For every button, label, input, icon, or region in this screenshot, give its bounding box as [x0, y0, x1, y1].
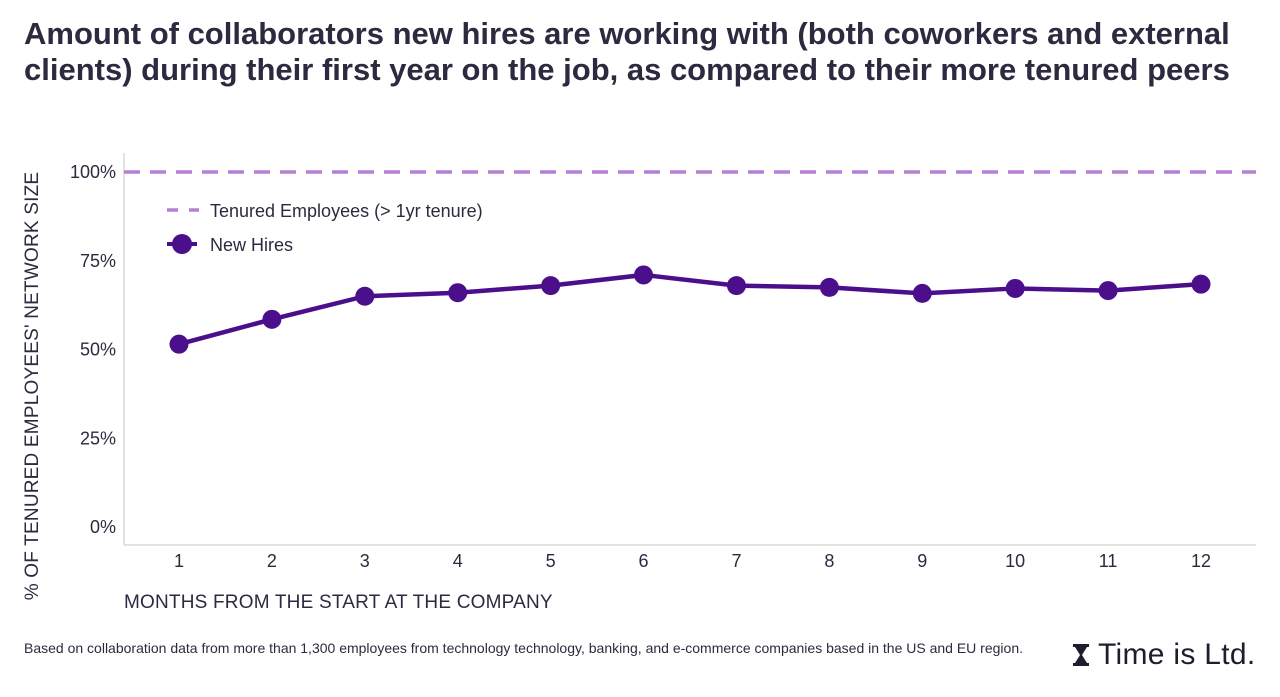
x-tick-label: 3: [360, 551, 370, 571]
y-axis-title: % OF TENURED EMPLOYEES' NETWORK SIZE: [22, 171, 43, 601]
new-hires-point: [819, 277, 839, 297]
x-tick-label: 2: [267, 551, 277, 571]
legend-label-tenured: Tenured Employees (> 1yr tenure): [210, 201, 483, 221]
new-hires-point: [1098, 281, 1118, 301]
brand-name: Time is Ltd.: [1098, 638, 1256, 671]
y-tick-labels: 0% 25% 50% 75% 100%: [70, 162, 116, 537]
new-hires-point: [448, 283, 468, 303]
x-tick-label: 11: [1099, 551, 1118, 571]
new-hires-point: [541, 276, 561, 296]
y-tick-label: 0%: [90, 517, 116, 537]
x-tick-label: 1: [174, 551, 184, 571]
x-axis-title: MONTHS FROM THE START AT THE COMPANY: [124, 592, 553, 613]
legend: Tenured Employees (> 1yr tenure) New Hir…: [167, 201, 483, 255]
new-hires-point: [1005, 278, 1025, 298]
new-hires-line: [176, 272, 1204, 347]
y-tick-label: 75%: [80, 251, 116, 271]
footnote: Based on collaboration data from more th…: [24, 640, 1023, 656]
chart-title: Amount of collaborators new hires are wo…: [24, 16, 1230, 87]
legend-marker-new-hires: [172, 234, 192, 254]
x-tick-labels: 1 2 3 4 5 6 7 8 9 10 11 12: [174, 551, 1211, 571]
x-tick-label: 10: [1005, 551, 1025, 571]
x-tick-label: 4: [453, 551, 463, 571]
new-hires-point: [262, 309, 282, 329]
new-hires-series-layer: [169, 265, 1211, 354]
new-hires-point: [355, 286, 375, 306]
x-tick-label: 9: [917, 551, 927, 571]
x-tick-label: 12: [1191, 551, 1211, 571]
x-tick-label: 8: [824, 551, 834, 571]
new-hires-point: [912, 283, 932, 303]
new-hires-point: [726, 276, 746, 296]
new-hires-point: [169, 334, 189, 354]
brand-logo: Time is Ltd.: [1072, 638, 1256, 672]
hourglass-icon: [1073, 644, 1089, 666]
y-tick-label: 100%: [70, 162, 116, 182]
axes: [123, 153, 1256, 546]
legend-label-new-hires: New Hires: [210, 235, 293, 255]
new-hires-point: [634, 265, 654, 285]
y-tick-label: 50%: [80, 340, 116, 360]
y-tick-label: 25%: [80, 428, 116, 448]
x-tick-label: 7: [731, 551, 741, 571]
x-tick-label: 6: [639, 551, 649, 571]
x-tick-label: 5: [546, 551, 556, 571]
new-hires-point: [1191, 274, 1211, 294]
